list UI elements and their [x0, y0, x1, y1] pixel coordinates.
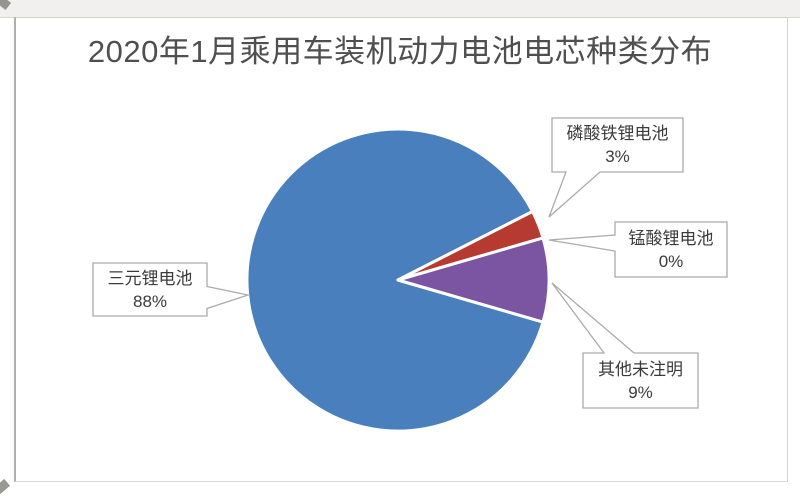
slice-percent-ternary: 88%: [132, 291, 168, 311]
callout-box-other: [551, 282, 699, 409]
slice-name-other: 其他未注明: [598, 359, 683, 379]
callout-label-lmo: 锰酸锂电池 0%: [615, 222, 727, 277]
callout-label-other: 其他未注明 9%: [583, 353, 698, 408]
callout-box-lmo: [548, 221, 728, 278]
callout-box-ternary: [92, 262, 251, 317]
callout-label-lfp: 磷酸铁锂电池 3%: [552, 118, 683, 172]
slice-percent-other: 9%: [628, 382, 653, 402]
chart-border-frame: [14, 17, 788, 482]
callout-label-ternary: 三元锂电池 88%: [93, 263, 207, 316]
chart-title: 2020年1月乘用车装机动力电池电芯种类分布: [87, 34, 713, 69]
slice-percent-lmo: 0%: [658, 251, 684, 271]
pie-slice-other: [396, 236, 551, 324]
slice-name-lmo: 锰酸锂电池: [628, 228, 714, 248]
slice-name-ternary: 三元锂电池: [107, 268, 193, 288]
slice-percent-lfp: 3%: [605, 147, 630, 166]
slice-name-lfp: 磷酸铁锂电池: [566, 124, 669, 143]
callout-box-lfp: [548, 117, 684, 218]
